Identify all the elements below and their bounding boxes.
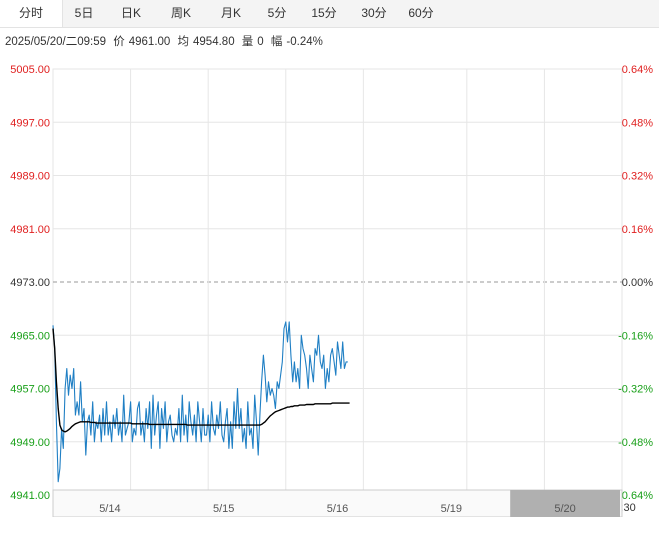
tab-3[interactable]: 周K (170, 6, 191, 20)
change-label: 幅 (270, 36, 283, 48)
mini-date-label: 5/15 (213, 503, 234, 515)
tab-6[interactable]: 15分 (311, 6, 337, 20)
y-tick-label-right: 0.16% (622, 224, 653, 236)
tab-2[interactable]: 日K (120, 6, 141, 20)
tab-8[interactable]: 60分 (408, 6, 434, 20)
y-tick-label-left: 4989.00 (10, 171, 50, 183)
y-tick-label-right: -0.64% (618, 490, 653, 502)
y-tick-label-left: 5005.00 (10, 64, 50, 76)
y-tick-label-left: 4981.00 (10, 224, 50, 236)
price-label: 价 (113, 36, 125, 48)
y-tick-label-right: -0.16% (618, 330, 653, 342)
y-tick-label-right: 0.00% (622, 277, 653, 289)
y-tick-label-right: -0.48% (618, 437, 653, 449)
mini-date-label: 5/19 (441, 503, 462, 515)
avg-label: 均 (177, 36, 190, 48)
period-tabs: 分时 5日 日K 周K 月K 5分 15分 30分 60分 (0, 0, 659, 28)
tab-4[interactable]: 月K (220, 6, 241, 20)
average-line (52, 328, 350, 433)
y-tick-label-right: 0.48% (622, 117, 653, 129)
intraday-chart[interactable]: 5005.00 0.64% 4997.00 0.48% 4989.00 0.32% 4981… (0, 58, 659, 517)
mini-date-label: 5/20 (554, 503, 575, 515)
volume-value: 0 (257, 36, 264, 48)
y-tick-label-right: -0.32% (618, 384, 653, 396)
mini-date-label: 5/14 (99, 503, 120, 515)
y-tick-label-left: 4957.00 (10, 384, 50, 396)
y-tick-label-left: 4997.00 (10, 117, 50, 129)
avg-value: 4954.80 (193, 36, 235, 48)
tab-0[interactable]: 分时 (0, 0, 63, 27)
mini-selected-range[interactable] (510, 490, 620, 517)
y-tick-label-right: 0.64% (622, 64, 653, 76)
price-value: 4961.00 (128, 36, 171, 48)
y-tick-label-left: 4965.00 (10, 330, 50, 342)
change-value: -0.24% (286, 36, 323, 48)
tab-7[interactable]: 30分 (361, 6, 387, 20)
tab-1[interactable]: 5日 (74, 6, 94, 20)
y-tick-label-left: 4973.00 (10, 277, 50, 289)
y-tick-label-right: 0.32% (622, 171, 653, 183)
y-tick-label-left: 4949.00 (10, 437, 50, 449)
y-tick-label-left: 4941.00 (10, 490, 50, 502)
tab-5[interactable]: 5分 (267, 6, 287, 20)
price-line (52, 321, 348, 483)
quote-datetime: 2025/05/20/二09:59 (5, 36, 107, 48)
volume-label: 量 (241, 36, 254, 48)
mini-date-label: 5/16 (327, 503, 348, 515)
